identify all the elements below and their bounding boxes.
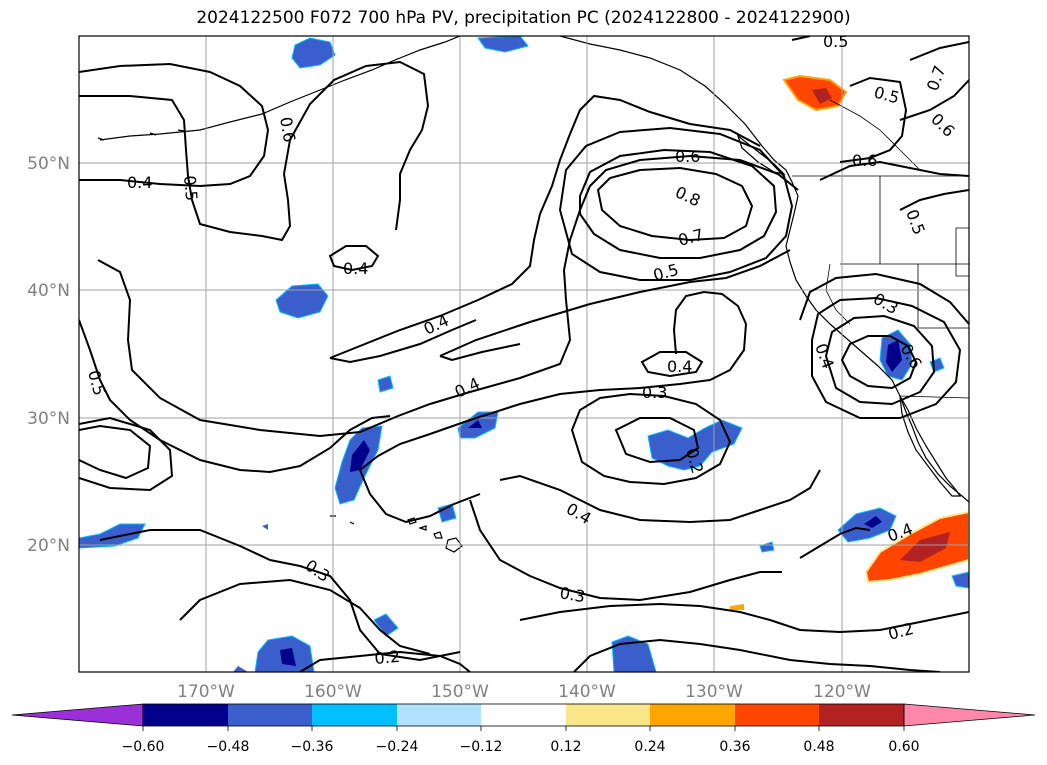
colorbar-segment bbox=[566, 704, 650, 726]
contour-label: 0.6 bbox=[276, 115, 299, 143]
lon-label-150w: 150°W bbox=[431, 682, 489, 702]
lat-label-20n: 20°N bbox=[27, 536, 70, 556]
colorbar-tick-label: −0.36 bbox=[291, 739, 334, 755]
lon-label-120w: 120°W bbox=[813, 682, 871, 702]
map-frame bbox=[78, 35, 970, 673]
contour-label: 0.5 bbox=[823, 32, 848, 51]
lon-label-130w: 130°W bbox=[685, 682, 743, 702]
graticule bbox=[79, 36, 969, 672]
contour-label: 0.6 bbox=[675, 147, 700, 166]
lat-label-50n: 50°N bbox=[27, 154, 70, 174]
colorbar-tick-label: 0.48 bbox=[803, 739, 834, 755]
contour-label: 0.5 bbox=[180, 175, 201, 202]
colorbar-segment bbox=[143, 704, 228, 726]
lon-label-170w: 170°W bbox=[177, 682, 235, 702]
contour-label: 0.3 bbox=[558, 583, 586, 606]
contour-label: 0.4 bbox=[343, 259, 368, 278]
colorbar-tick-label: −0.60 bbox=[122, 739, 165, 755]
colorbar-segment bbox=[397, 704, 481, 726]
colorbar-segment bbox=[819, 704, 904, 726]
colorbar-extend-right bbox=[903, 703, 1036, 727]
colorbar-extend-left bbox=[11, 703, 144, 727]
political-borders bbox=[792, 99, 969, 399]
colorbar-segment bbox=[735, 704, 819, 726]
contour-label: 0.6 bbox=[852, 151, 877, 170]
colorbar-tick-label: 0.36 bbox=[719, 739, 750, 755]
colorbar: −0.60 −0.48 −0.36 −0.24 −0.12 0.12 0.24 … bbox=[11, 703, 1036, 755]
map-title: 2024122500 F072 700 hPa PV, precipitatio… bbox=[196, 8, 851, 28]
colorbar-segment bbox=[650, 704, 735, 726]
pv-contours bbox=[79, 36, 969, 672]
colorbar-segment bbox=[481, 704, 566, 726]
contour-label: 0.2 bbox=[374, 647, 401, 668]
colorbar-tick-label: −0.24 bbox=[376, 739, 419, 755]
lon-label-140w: 140°W bbox=[558, 682, 616, 702]
lat-label-40n: 40°N bbox=[27, 281, 70, 301]
colorbar-tick-label: −0.48 bbox=[207, 739, 250, 755]
colorbar-tick-label: −0.12 bbox=[460, 739, 503, 755]
colorbar-segment bbox=[228, 704, 312, 726]
colorbar-tick-label: 0.24 bbox=[634, 739, 665, 755]
lat-label-30n: 30°N bbox=[27, 409, 70, 429]
contour-label: 0.3 bbox=[642, 383, 667, 402]
lon-label-160w: 160°W bbox=[304, 682, 362, 702]
colorbar-tick-label: 0.60 bbox=[888, 739, 919, 755]
colorbar-segment bbox=[312, 704, 397, 726]
contour-label: 0.4 bbox=[127, 173, 152, 192]
contour-label: 0.4 bbox=[667, 357, 692, 376]
precip-anomaly-fill bbox=[79, 36, 969, 672]
map-area bbox=[79, 36, 969, 672]
coastlines bbox=[97, 36, 969, 553]
colorbar-tick-label: 0.12 bbox=[550, 739, 581, 755]
